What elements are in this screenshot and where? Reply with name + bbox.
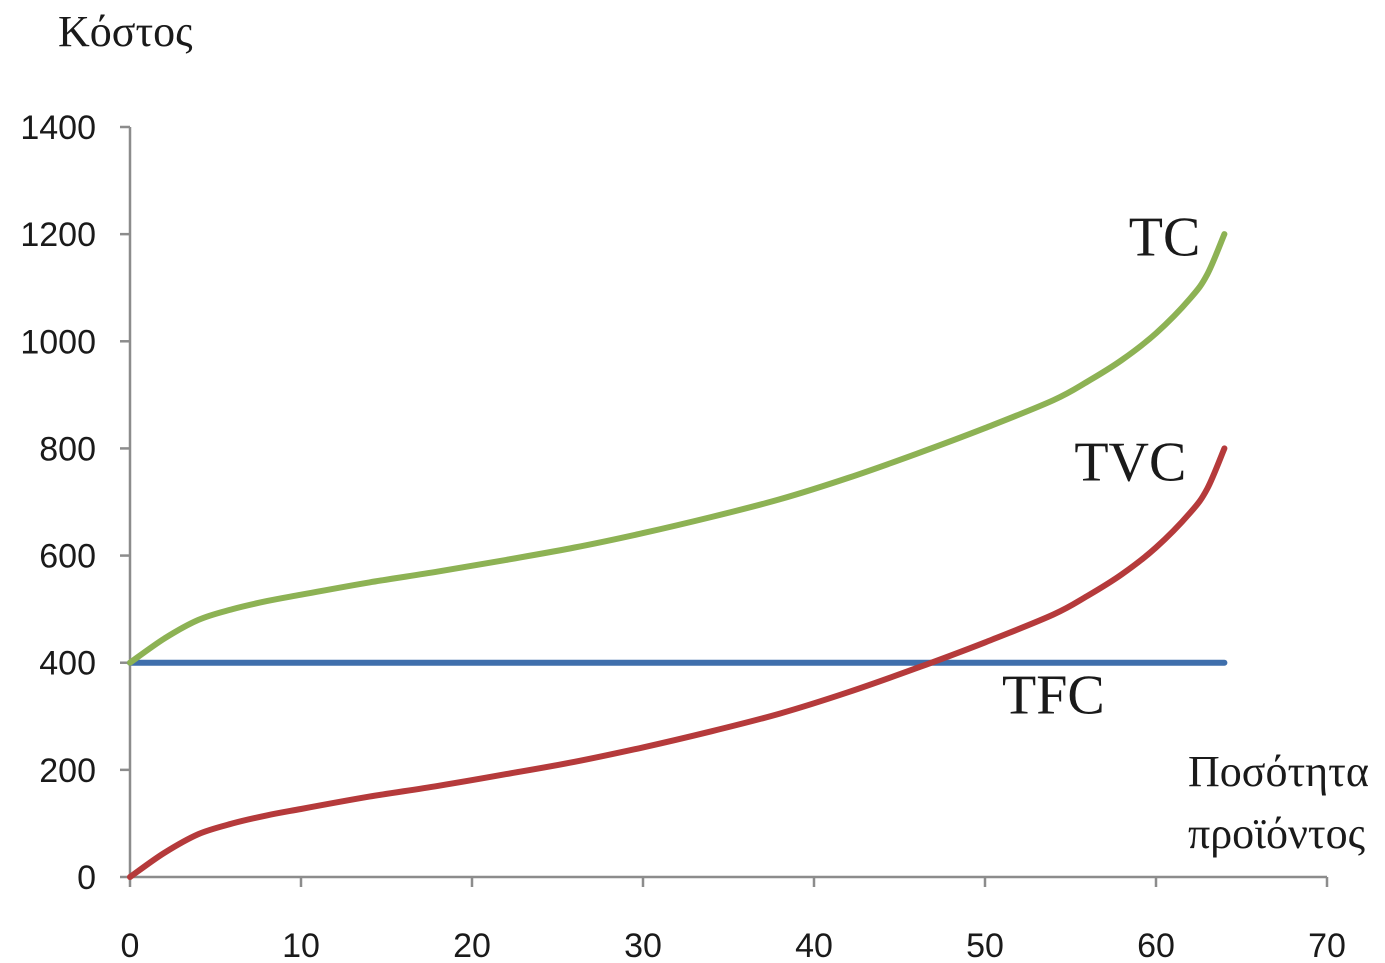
x-tick-label: 30: [624, 927, 662, 963]
x-axis-title-line2: προϊόντος: [1188, 809, 1365, 858]
x-tick-label: 60: [1137, 927, 1175, 963]
axes: [128, 127, 1327, 879]
series-labels: TC TVC TFC: [1002, 207, 1200, 727]
y-axis-title: Κόστος: [58, 7, 193, 56]
y-tick-label: 200: [39, 752, 96, 790]
series-line-tc: [127, 231, 1228, 666]
x-tick-label: 70: [1308, 927, 1346, 963]
series-label-tc: TC: [1129, 207, 1201, 269]
x-tick-label: 20: [453, 927, 491, 963]
series-label-tfc: TFC: [1002, 665, 1105, 727]
y-axis-ticks: 0 200 400 600 800 1000 1200 1400: [20, 109, 130, 897]
y-tick-label: 0: [77, 859, 96, 897]
y-tick-label: 600: [39, 538, 96, 576]
series-line-tvc: [127, 445, 1228, 880]
y-tick-label: 400: [39, 645, 96, 683]
x-tick-label: 10: [282, 927, 320, 963]
y-tick-label: 1000: [20, 323, 96, 361]
x-tick-label: 0: [121, 927, 140, 963]
x-axis-ticks: 0 10 20 30 40 50 60 70: [121, 877, 1346, 963]
y-tick-label: 800: [39, 430, 96, 468]
series-lines: [127, 231, 1228, 880]
x-tick-label: 40: [795, 927, 833, 963]
y-tick-label: 1200: [20, 216, 96, 254]
series-label-tvc: TVC: [1074, 432, 1186, 494]
x-tick-label: 50: [966, 927, 1004, 963]
y-tick-label: 1400: [20, 109, 96, 147]
x-axis-title-line1: Ποσότητα: [1188, 747, 1369, 796]
